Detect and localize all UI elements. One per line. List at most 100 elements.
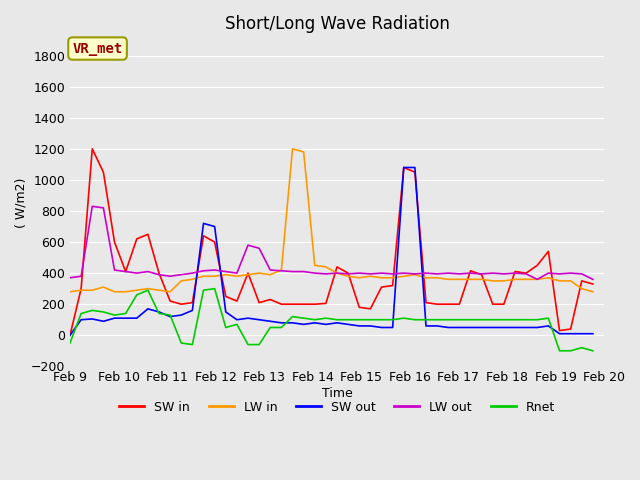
Title: Short/Long Wave Radiation: Short/Long Wave Radiation — [225, 15, 449, 33]
LW out — [511, 270, 519, 276]
LW out — [433, 271, 441, 277]
LW out — [244, 242, 252, 248]
LW in — [200, 273, 207, 279]
LW out — [522, 271, 530, 277]
LW in — [578, 286, 586, 291]
Rnet — [500, 317, 508, 323]
SW in — [367, 306, 374, 312]
Line: SW out: SW out — [70, 168, 593, 335]
SW in — [489, 301, 497, 307]
SW out — [255, 317, 263, 323]
Rnet — [144, 288, 152, 293]
LW in — [77, 288, 85, 293]
LW out — [289, 269, 296, 275]
SW out — [489, 324, 497, 330]
LW out — [388, 271, 396, 277]
LW out — [467, 270, 474, 276]
LW in — [244, 272, 252, 277]
LW in — [400, 273, 408, 279]
LW out — [444, 270, 452, 276]
SW out — [322, 322, 330, 327]
LW in — [122, 289, 129, 295]
LW in — [100, 284, 108, 290]
LW in — [289, 146, 296, 152]
LW out — [411, 271, 419, 277]
Rnet — [467, 317, 474, 323]
LW in — [189, 276, 196, 282]
SW out — [344, 322, 352, 327]
SW out — [578, 331, 586, 336]
Rnet — [100, 309, 108, 315]
SW out — [545, 323, 552, 329]
SW out — [522, 324, 530, 330]
Rnet — [122, 311, 129, 316]
LW in — [211, 273, 218, 279]
LW in — [300, 149, 307, 155]
SW in — [122, 269, 129, 275]
Rnet — [589, 348, 596, 354]
SW in — [177, 301, 185, 307]
Rnet — [300, 315, 307, 321]
SW in — [77, 286, 85, 291]
SW in — [200, 233, 207, 239]
SW out — [122, 315, 129, 321]
SW out — [66, 332, 74, 338]
LW in — [266, 272, 274, 277]
LW in — [411, 272, 419, 277]
SW in — [266, 297, 274, 302]
LW in — [422, 275, 430, 281]
LW out — [489, 270, 497, 276]
Rnet — [367, 317, 374, 323]
SW in — [322, 300, 330, 306]
SW out — [444, 324, 452, 330]
LW in — [522, 276, 530, 282]
LW out — [233, 270, 241, 276]
LW in — [333, 270, 341, 276]
SW in — [144, 231, 152, 237]
LW in — [177, 278, 185, 284]
LW in — [367, 273, 374, 279]
LW out — [100, 205, 108, 211]
LW in — [567, 278, 575, 284]
Rnet — [545, 315, 552, 321]
LW out — [533, 276, 541, 282]
Rnet — [355, 317, 363, 323]
SW in — [133, 236, 141, 242]
SW out — [388, 324, 396, 330]
SW out — [456, 324, 463, 330]
LW out — [478, 271, 486, 277]
SW in — [545, 249, 552, 254]
LW out — [400, 270, 408, 276]
SW out — [222, 309, 230, 315]
LW out — [333, 270, 341, 276]
SW in — [311, 301, 319, 307]
LW in — [378, 275, 385, 281]
LW in — [344, 273, 352, 279]
LW out — [567, 270, 575, 276]
LW out — [144, 269, 152, 275]
SW in — [344, 270, 352, 276]
SW in — [511, 269, 519, 275]
SW out — [144, 306, 152, 312]
Rnet — [378, 317, 385, 323]
LW in — [478, 276, 486, 282]
LW out — [111, 267, 118, 273]
Rnet — [88, 308, 96, 313]
Rnet — [511, 317, 519, 323]
SW in — [155, 270, 163, 276]
LW in — [533, 276, 541, 282]
LW out — [344, 271, 352, 277]
SW in — [400, 165, 408, 170]
LW out — [155, 272, 163, 277]
SW out — [177, 312, 185, 318]
Rnet — [66, 340, 74, 346]
SW in — [233, 298, 241, 304]
SW out — [77, 317, 85, 323]
SW in — [388, 283, 396, 288]
LW in — [111, 289, 118, 295]
SW in — [255, 300, 263, 305]
LW in — [66, 289, 74, 295]
Rnet — [444, 317, 452, 323]
Rnet — [244, 342, 252, 348]
Line: SW in: SW in — [70, 149, 593, 335]
